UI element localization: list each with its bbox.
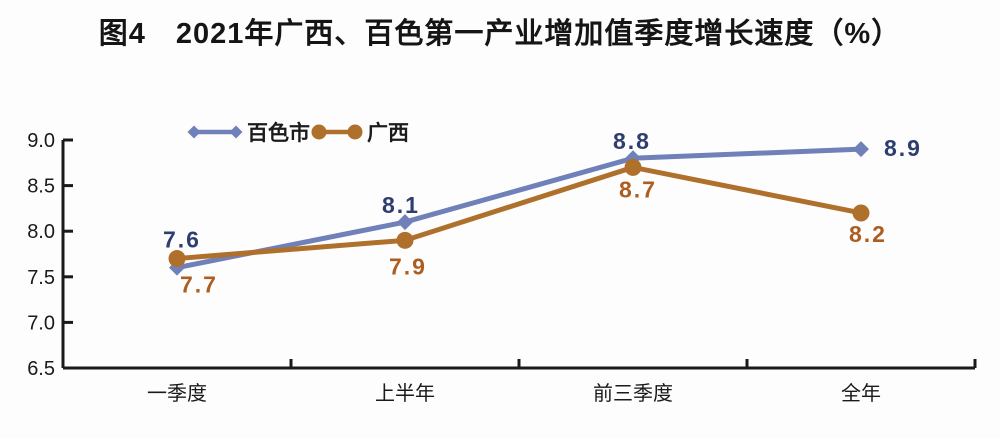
legend-marker-circle-line-icon <box>311 124 363 140</box>
series-1-data-label: 8.7 <box>619 176 657 202</box>
legend-item-baise: 百色市 <box>186 117 310 147</box>
y-tick-label: 7.0 <box>27 312 55 334</box>
series-0-marker <box>853 141 869 158</box>
series-1-line <box>176 164 862 262</box>
y-tick-label: 8.0 <box>27 221 55 243</box>
x-tick-label: 前三季度 <box>593 382 673 405</box>
legend-item-guangxi: 广西 <box>310 117 409 147</box>
series-0-data-label: 8.9 <box>884 135 922 161</box>
series-0-data-label: 8.8 <box>613 128 651 154</box>
series-0-data-label: 8.1 <box>382 192 420 218</box>
series-0-marker <box>397 214 413 231</box>
series-0-line <box>176 146 862 271</box>
series-1-marker <box>168 250 186 268</box>
y-tick-label: 9.0 <box>27 130 55 152</box>
y-tick-label: 6.5 <box>27 358 55 380</box>
series-1-data-label: 7.7 <box>180 272 218 298</box>
series-1-data-label: 8.2 <box>849 221 887 247</box>
legend: 百色市 广西 <box>186 118 409 146</box>
series-1-data-label: 7.9 <box>389 253 427 279</box>
legend-label-guangxi: 广西 <box>367 122 409 145</box>
series-1-marker <box>624 158 642 176</box>
chart-title: 图4 2021年广西、百色第一产业增加值季度增长速度（%） <box>98 18 902 50</box>
series-0-data-label: 7.6 <box>163 227 201 253</box>
legend-marker-diamond-line-icon <box>187 125 243 139</box>
series-1-marker <box>852 204 870 222</box>
x-tick-label: 一季度 <box>147 382 207 405</box>
y-tick-label: 8.5 <box>27 176 55 198</box>
x-tick-label: 全年 <box>841 382 881 405</box>
y-tick-label: 7.5 <box>27 267 55 289</box>
x-tick-label: 上半年 <box>375 382 435 405</box>
legend-label-baise: 百色市 <box>247 122 310 145</box>
series-1-marker <box>396 231 414 249</box>
